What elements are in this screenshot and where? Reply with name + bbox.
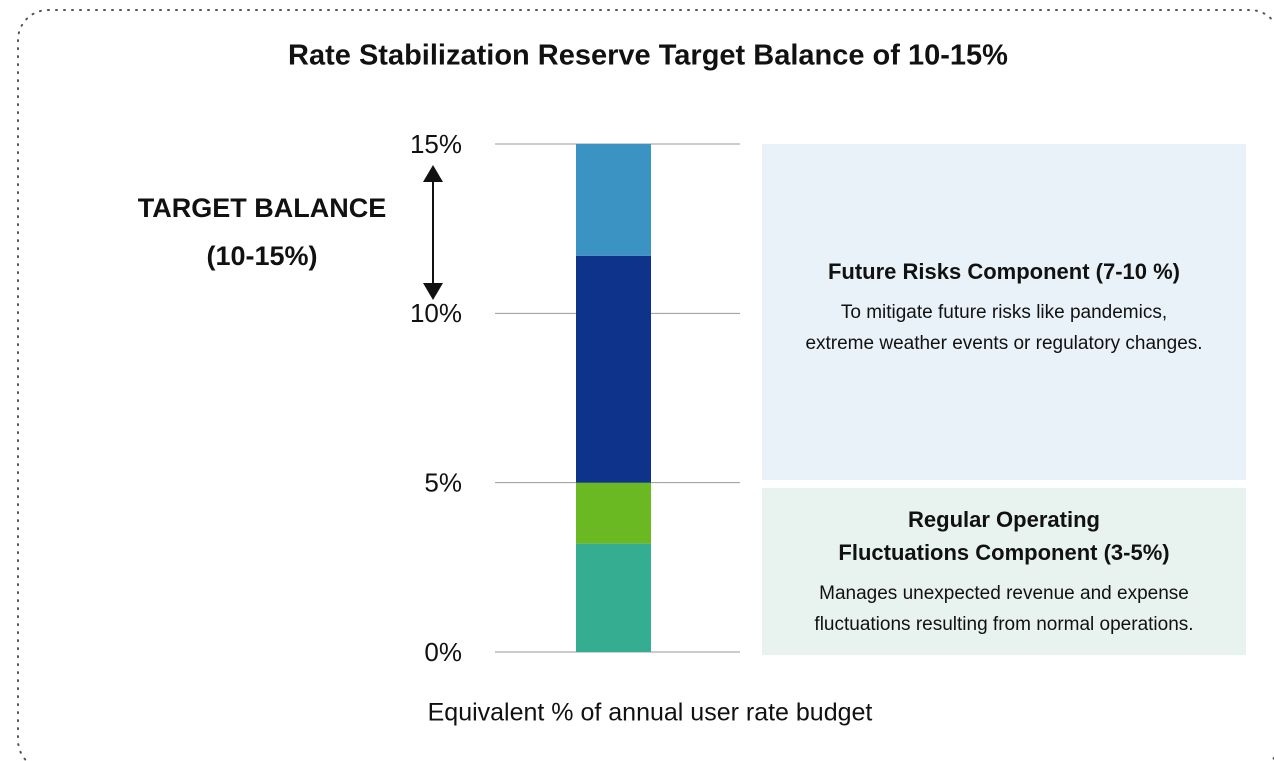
annotation-title: Fluctuations Component (3-5%) — [838, 540, 1169, 565]
annotation-text: Manages unexpected revenue and expense — [819, 583, 1189, 604]
annotation-text: extreme weather events or regulatory cha… — [805, 333, 1202, 354]
y-tick-label: 10% — [410, 298, 462, 328]
chart-title: Rate Stabilization Reserve Target Balanc… — [288, 40, 1008, 72]
dotted-frame — [17, 9, 1274, 761]
y-tick-label: 15% — [410, 129, 462, 159]
annotation-title: Regular Operating — [908, 507, 1100, 532]
target-label: (10-15%) — [206, 241, 317, 271]
bar-segment — [576, 543, 651, 652]
y-tick-label: 0% — [424, 637, 462, 667]
x-axis-label: Equivalent % of annual user rate budget — [428, 699, 873, 727]
bar-segment — [576, 144, 651, 256]
annotation-text: To mitigate future risks like pandemics, — [841, 302, 1167, 323]
bar-segment — [576, 255, 651, 483]
target-label: TARGET BALANCE — [138, 193, 386, 223]
annotation-text: fluctuations resulting from normal opera… — [814, 614, 1193, 635]
y-tick-label: 5% — [424, 468, 462, 498]
annotation-box — [762, 144, 1246, 480]
annotation-box — [762, 488, 1246, 655]
range-arrow — [423, 165, 443, 300]
bar-segment — [576, 482, 651, 544]
annotation-title: Future Risks Component (7-10 %) — [828, 259, 1180, 284]
